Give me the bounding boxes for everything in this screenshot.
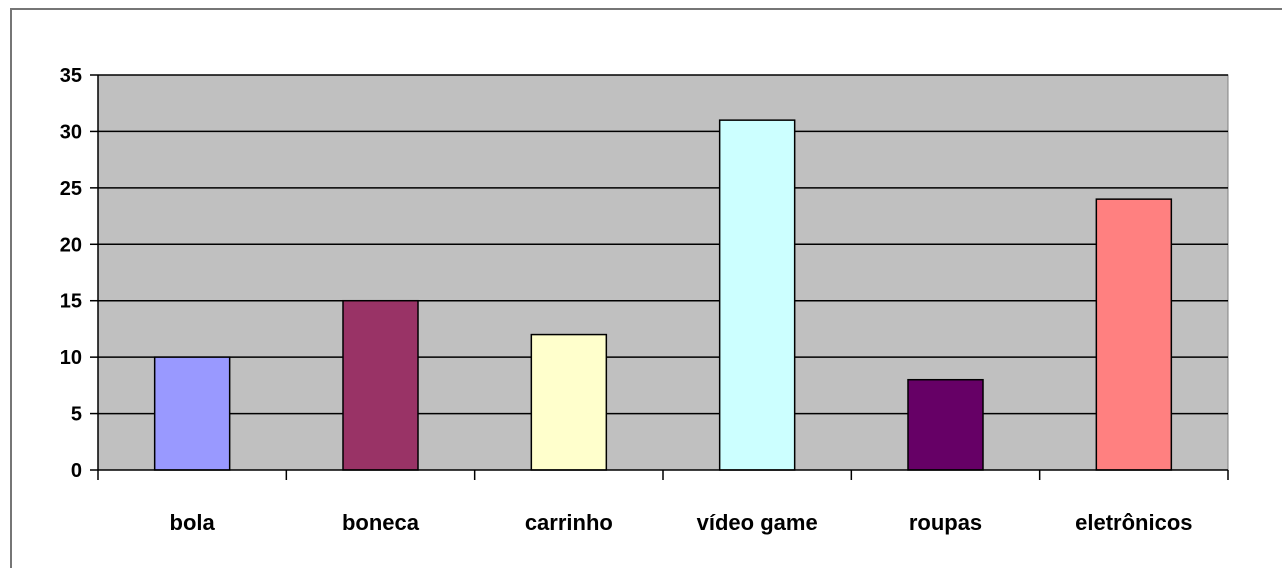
bars <box>153 119 1173 471</box>
plot-area <box>97 74 1229 471</box>
x-category-label: carrinho <box>525 510 613 535</box>
y-tick-label: 5 <box>71 404 82 426</box>
y-tick-label: 30 <box>60 121 82 143</box>
y-tick-label: 25 <box>60 178 82 200</box>
gridlines <box>98 74 1228 415</box>
bar <box>907 378 984 471</box>
y-tick-label: 0 <box>71 460 82 482</box>
x-tick-labels: bola boneca carrinho vídeo game roupas eletrô… <box>170 510 1193 535</box>
plot-background <box>97 74 1229 471</box>
bar <box>153 356 231 471</box>
y-tick-label: 15 <box>60 291 82 313</box>
y-tick-label: 35 <box>60 65 82 87</box>
x-category-label: vídeo game <box>697 510 818 535</box>
y-tick-label: 20 <box>60 234 82 256</box>
bar <box>342 299 419 471</box>
x-category-label: bola <box>170 510 216 535</box>
x-category-label: eletrônicos <box>1075 510 1192 535</box>
axes <box>90 74 1229 480</box>
bar <box>1095 198 1173 471</box>
x-category-label: roupas <box>909 510 982 535</box>
bar <box>530 333 608 471</box>
y-tick-labels: 0 5 10 15 20 25 30 35 <box>60 65 82 482</box>
bar <box>718 119 796 471</box>
y-tick-label: 10 <box>60 347 82 369</box>
x-category-label: boneca <box>342 510 420 535</box>
